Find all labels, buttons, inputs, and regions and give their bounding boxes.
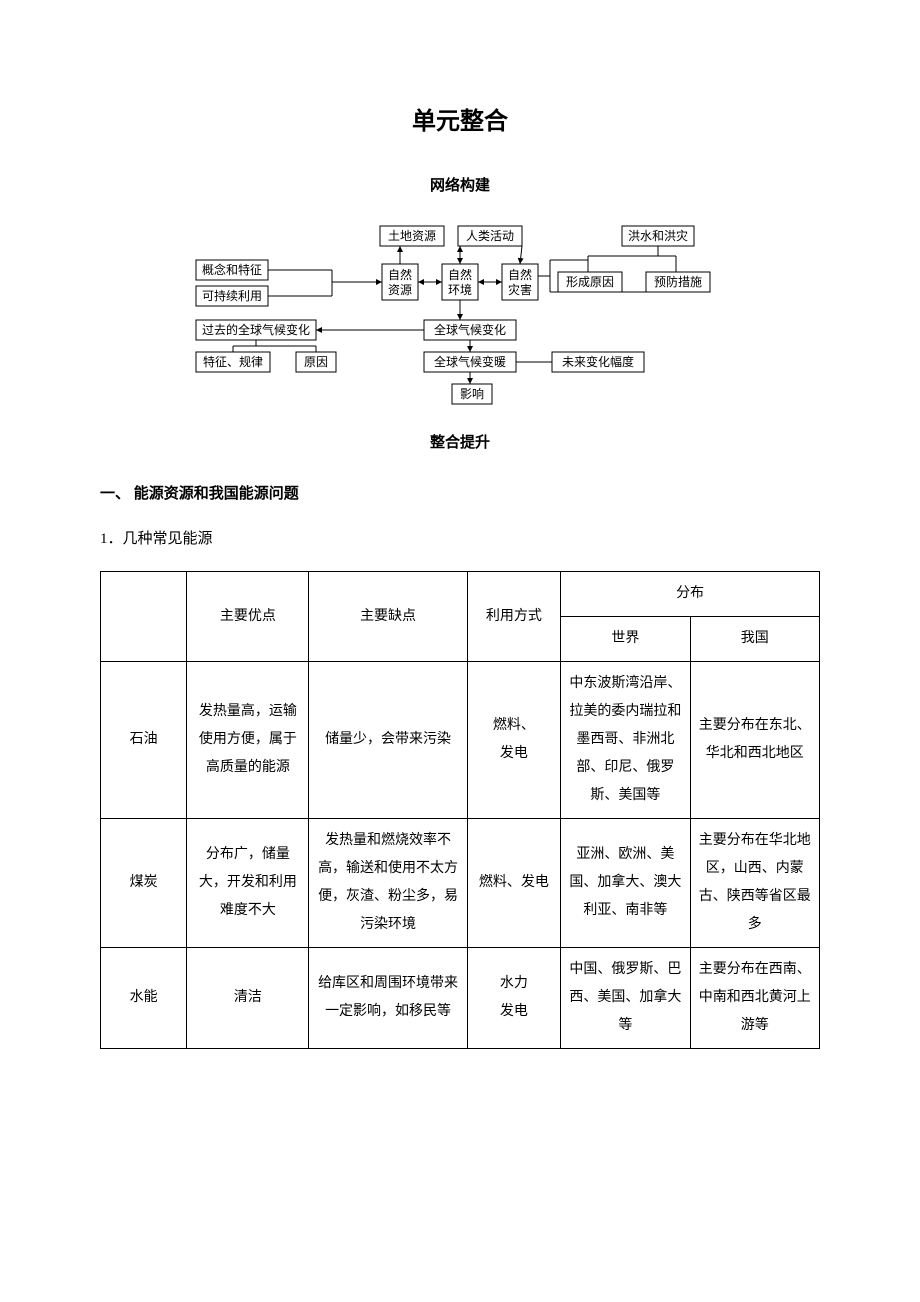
svg-text:概念和特征: 概念和特征 xyxy=(202,262,262,277)
svg-text:形成原因: 形成原因 xyxy=(566,275,614,289)
table-row: 石油发热量高，运输使用方便，属于高质量的能源储量少，会带来污染燃料、发电中东波斯… xyxy=(101,662,820,819)
th-china: 我国 xyxy=(690,617,819,662)
table-row: 煤炭分布广，储量大，开发和利用难度不大发热量和燃烧效率不高，输送和使用不太方便，… xyxy=(101,819,820,948)
table-row: 水能清洁给库区和周围环境带来一定影响，如移民等水力发电中国、俄罗斯、巴西、美国、… xyxy=(101,948,820,1049)
concept-diagram: 土地资源人类活动洪水和洪灾概念和特征可持续利用自然资源自然环境自然灾害形成原因预… xyxy=(100,220,820,420)
svg-text:资源: 资源 xyxy=(388,283,412,297)
cell-adv: 分布广，储量大，开发和利用难度不大 xyxy=(187,819,309,948)
section1-heading: 一、 能源资源和我国能源问题 xyxy=(100,481,820,508)
energy-table: 主要优点 主要缺点 利用方式 分布 世界 我国 石油发热量高，运输使用方便，属于… xyxy=(100,571,820,1049)
cell-use: 水力发电 xyxy=(467,948,560,1049)
svg-text:全球气候变化: 全球气候变化 xyxy=(434,322,506,337)
cell-name: 石油 xyxy=(101,662,187,819)
svg-text:预防措施: 预防措施 xyxy=(654,274,702,289)
svg-text:可持续利用: 可持续利用 xyxy=(202,288,262,303)
cell-china: 主要分布在华北地区，山西、内蒙古、陕西等省区最多 xyxy=(690,819,819,948)
svg-text:特征、规律: 特征、规律 xyxy=(203,354,263,369)
th-dist: 分布 xyxy=(561,572,820,617)
cell-world: 中东波斯湾沿岸、拉美的委内瑞拉和墨西哥、非洲北部、印尼、俄罗斯、美国等 xyxy=(561,662,690,819)
diagram-svg: 土地资源人类活动洪水和洪灾概念和特征可持续利用自然资源自然环境自然灾害形成原因预… xyxy=(180,220,740,420)
th-blank xyxy=(101,572,187,662)
cell-world: 亚洲、欧洲、美国、加拿大、澳大利亚、南非等 xyxy=(561,819,690,948)
svg-text:影响: 影响 xyxy=(460,386,484,401)
svg-text:全球气候变暖: 全球气候变暖 xyxy=(434,354,506,369)
svg-text:洪水和洪灾: 洪水和洪灾 xyxy=(628,228,688,243)
cell-world: 中国、俄罗斯、巴西、美国、加拿大等 xyxy=(561,948,690,1049)
heading-network: 网络构建 xyxy=(100,173,820,200)
th-world: 世界 xyxy=(561,617,690,662)
cell-china: 主要分布在东北、华北和西北地区 xyxy=(690,662,819,819)
svg-text:土地资源: 土地资源 xyxy=(388,229,436,243)
th-dis: 主要缺点 xyxy=(309,572,467,662)
svg-text:自然: 自然 xyxy=(448,267,472,282)
svg-text:环境: 环境 xyxy=(448,282,472,297)
table-header-row: 主要优点 主要缺点 利用方式 分布 xyxy=(101,572,820,617)
cell-name: 煤炭 xyxy=(101,819,187,948)
cell-dis: 储量少，会带来污染 xyxy=(309,662,467,819)
svg-text:原因: 原因 xyxy=(304,355,328,369)
th-use: 利用方式 xyxy=(467,572,560,662)
cell-china: 主要分布在西南、中南和西北黄河上游等 xyxy=(690,948,819,1049)
cell-adv: 发热量高，运输使用方便，属于高质量的能源 xyxy=(187,662,309,819)
cell-dis: 发热量和燃烧效率不高，输送和使用不太方便，灰渣、粉尘多，易污染环境 xyxy=(309,819,467,948)
cell-name: 水能 xyxy=(101,948,187,1049)
svg-text:未来变化幅度: 未来变化幅度 xyxy=(562,354,634,369)
cell-use: 燃料、发电 xyxy=(467,662,560,819)
page-title: 单元整合 xyxy=(100,100,820,143)
section1-item1: 1．几种常见能源 xyxy=(100,526,820,553)
svg-text:自然: 自然 xyxy=(388,267,412,282)
cell-adv: 清洁 xyxy=(187,948,309,1049)
svg-text:过去的全球气候变化: 过去的全球气候变化 xyxy=(202,322,310,337)
svg-text:灾害: 灾害 xyxy=(508,282,532,297)
svg-text:人类活动: 人类活动 xyxy=(466,229,514,243)
cell-use: 燃料、发电 xyxy=(467,819,560,948)
svg-text:自然: 自然 xyxy=(508,267,532,282)
th-adv: 主要优点 xyxy=(187,572,309,662)
cell-dis: 给库区和周围环境带来一定影响，如移民等 xyxy=(309,948,467,1049)
heading-promote: 整合提升 xyxy=(100,430,820,457)
